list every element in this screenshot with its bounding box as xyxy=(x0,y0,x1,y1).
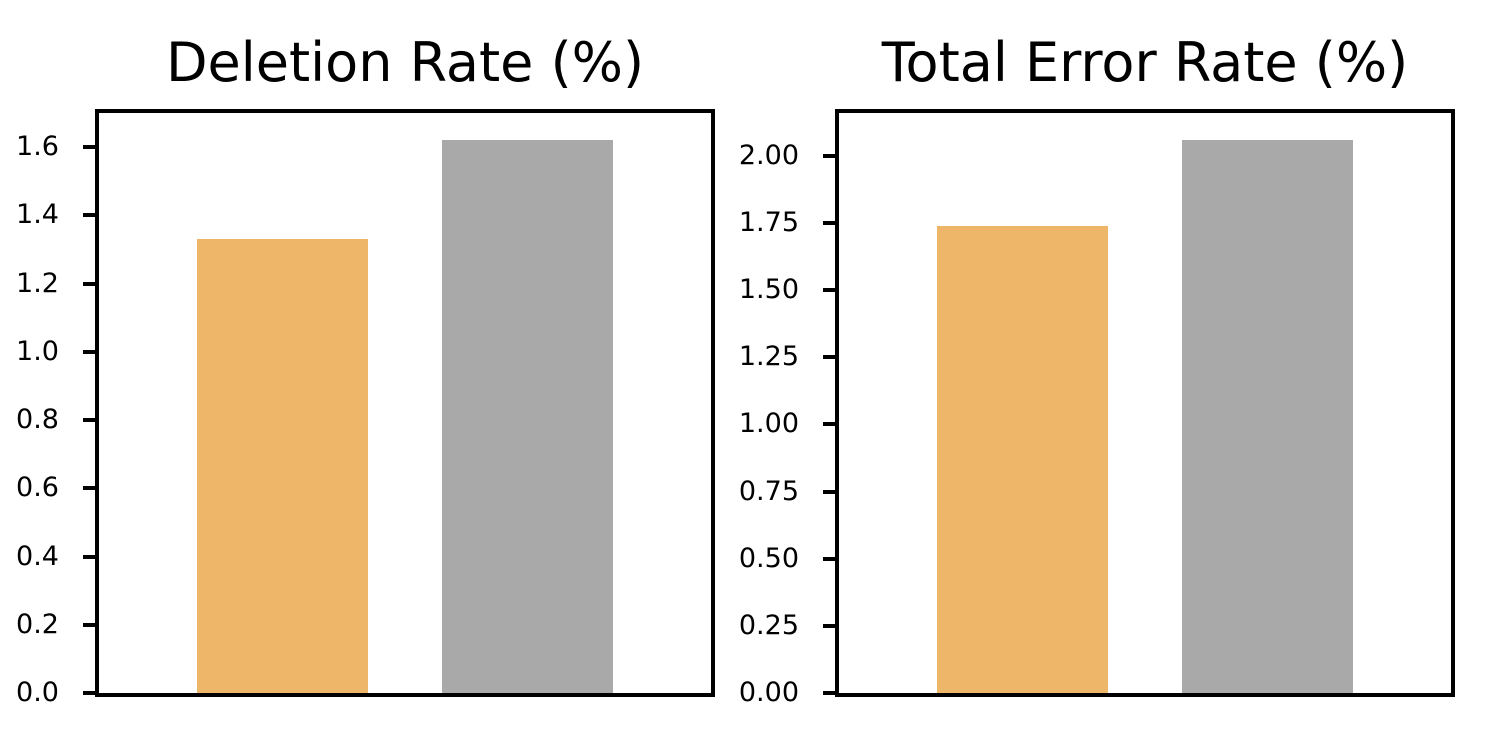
y-tick-label: 0.75 xyxy=(738,475,799,507)
y-tick-label: 1.50 xyxy=(738,274,799,306)
y-tick-label: 0.2 xyxy=(16,608,59,640)
y-tick-mark xyxy=(823,221,835,226)
y-tick-mark xyxy=(823,153,835,158)
y-tick-label: 1.0 xyxy=(16,335,59,367)
y-tick-label: 0.50 xyxy=(738,542,799,574)
y-tick-label: 0.6 xyxy=(16,472,59,504)
y-tick-mark xyxy=(823,288,835,293)
y-tick-mark xyxy=(83,486,95,491)
y-tick-mark xyxy=(823,489,835,494)
bar-orange xyxy=(936,225,1109,693)
y-tick-label: 0.0 xyxy=(16,677,59,708)
y-tick-mark xyxy=(823,355,835,360)
y-tick-label: 1.4 xyxy=(16,199,59,231)
y-tick-label: 1.75 xyxy=(738,207,799,239)
bar-orange xyxy=(196,239,369,693)
y-tick-label: 2.00 xyxy=(738,139,799,171)
chart-title-total-error-rate: Total Error Rate (%) xyxy=(881,31,1409,94)
y-tick-label: 1.2 xyxy=(16,267,59,299)
y-tick-mark xyxy=(823,422,835,427)
y-tick-label: 0.00 xyxy=(738,677,799,708)
y-tick-label: 1.25 xyxy=(738,341,799,373)
bar-gray xyxy=(441,140,614,693)
axes-deletion-rate: 0.0 0.2 0.4 0.6 0.8 1.0 1.2 1.4 1.6 xyxy=(16,109,715,708)
chart-title-deletion-rate: Deletion Rate (%) xyxy=(165,31,645,94)
y-tick-mark xyxy=(83,622,95,627)
y-tick-mark xyxy=(83,691,95,695)
y-tick-label: 0.4 xyxy=(16,540,59,572)
axes-total-error-rate: 0.00 0.25 0.50 0.75 1.00 1.25 1.50 1.75 2.00 xyxy=(739,109,1455,708)
y-tick-mark xyxy=(83,418,95,423)
y-tick-mark xyxy=(823,691,835,695)
y-tick-label: 1.6 xyxy=(16,131,59,163)
y-tick-mark xyxy=(83,554,95,559)
y-tick-mark xyxy=(83,281,95,286)
y-tick-label: 0.8 xyxy=(16,404,59,436)
y-tick-mark xyxy=(83,213,95,218)
y-tick-label: 1.00 xyxy=(738,408,799,440)
y-tick-mark xyxy=(823,623,835,628)
y-tick-mark xyxy=(83,349,95,354)
y-tick-label: 0.25 xyxy=(738,609,799,641)
y-tick-mark xyxy=(823,556,835,561)
bar-gray xyxy=(1181,139,1354,693)
y-tick-mark xyxy=(83,145,95,150)
